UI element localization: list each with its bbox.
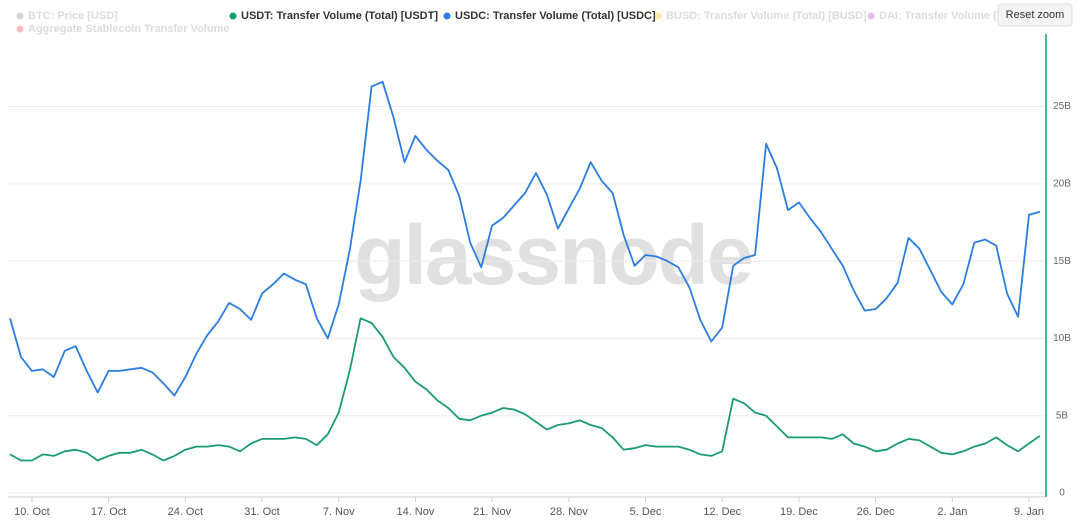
y-tick-label: 20B — [1053, 178, 1071, 189]
legend-dot — [16, 25, 24, 33]
x-tick-label: 7. Nov — [323, 506, 355, 518]
legend-item[interactable]: BTC: Price [USD] — [16, 10, 119, 22]
x-tick-label: 19. Dec — [780, 506, 818, 518]
legend-text[interactable]: USDT: Transfer Volume (Total) [USDT] — [241, 10, 438, 22]
x-tick-label: 24. Oct — [168, 506, 203, 518]
x-tick-label: 9. Jan — [1014, 506, 1044, 518]
x-tick-label: 17. Oct — [91, 506, 126, 518]
legend-dot — [867, 12, 875, 20]
y-tick-label: 25B — [1053, 101, 1071, 112]
watermark: glassnode — [354, 208, 751, 302]
y-tick-label: 0 — [1059, 488, 1065, 499]
x-tick-label: 2. Jan — [937, 506, 967, 518]
x-tick-label: 14. Nov — [396, 506, 434, 518]
legend-dot — [16, 12, 24, 20]
legend-dot — [229, 12, 237, 20]
legend-item[interactable]: BUSD: Transfer Volume (Total) [BUSD] — [654, 10, 867, 22]
series-line — [9, 80, 1041, 397]
x-tick-label: 28. Nov — [550, 506, 588, 518]
button-label[interactable]: Reset zoom — [1006, 9, 1065, 21]
legend-text[interactable]: BUSD: Transfer Volume (Total) [BUSD] — [666, 10, 867, 22]
x-tick-label: 10. Oct — [14, 506, 49, 518]
y-tick-label: 15B — [1053, 256, 1071, 267]
x-tick-label: 21. Nov — [473, 506, 511, 518]
reset-zoom-button[interactable]: Reset zoom — [997, 3, 1073, 27]
x-tick-label: 26. Dec — [857, 506, 895, 518]
series-line — [9, 317, 1041, 462]
legend-item[interactable]: DAI: Transfer Volume (Tot — [867, 10, 1014, 22]
y-tick-label: 10B — [1053, 333, 1071, 344]
legend-item[interactable]: USDT: Transfer Volume (Total) [USDT] — [229, 10, 439, 22]
legend-text[interactable]: USDC: Transfer Volume (Total) [USDC] — [455, 10, 656, 22]
legend-text[interactable]: Aggregate Stablecoin Transfer Volume — [28, 23, 230, 35]
x-tick-label: 12. Dec — [703, 506, 741, 518]
x-tick-label: 5. Dec — [630, 506, 662, 518]
legend-text[interactable]: BTC: Price [USD] — [28, 10, 118, 22]
legend-item[interactable]: USDC: Transfer Volume (Total) [USDC] — [443, 10, 656, 22]
button-bg — [997, 3, 1073, 27]
y-tick-label: 5B — [1056, 410, 1069, 421]
x-tick-label: 31. Oct — [244, 506, 279, 518]
legend-text[interactable]: DAI: Transfer Volume (Tot — [879, 10, 1013, 22]
legend-dot — [443, 12, 451, 20]
legend-item[interactable]: Aggregate Stablecoin Transfer Volume — [16, 23, 230, 35]
legend-dot — [654, 12, 662, 20]
